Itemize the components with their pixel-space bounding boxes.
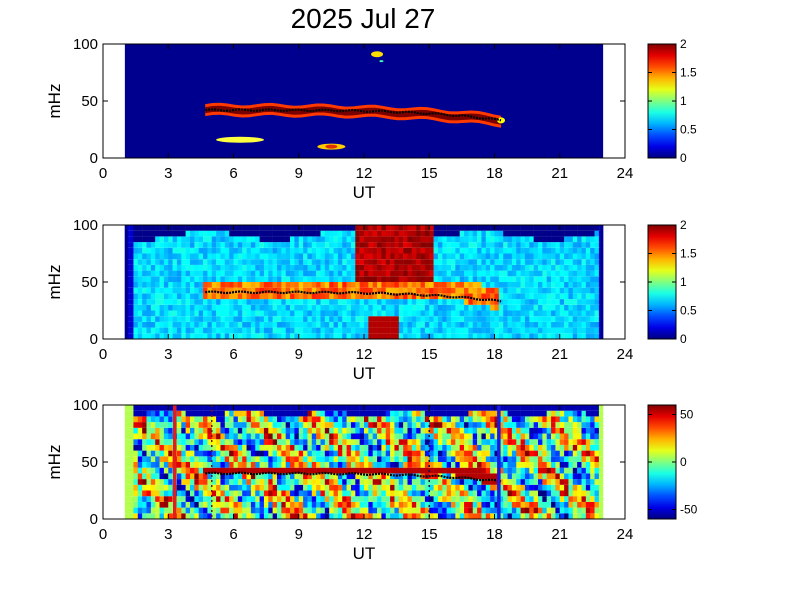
chart-title: 2025 Jul 27 <box>291 3 436 34</box>
y-tick-label: 0 <box>90 511 98 528</box>
trace-line <box>205 108 502 122</box>
colorbar-tick-label: 2 <box>680 218 687 232</box>
y-axis-label: mHz <box>45 445 64 480</box>
x-axis-label: UT <box>353 183 376 202</box>
x-tick-label: 21 <box>551 526 568 543</box>
x-tick-label: 18 <box>486 165 503 182</box>
x-axis-label: UT <box>353 544 376 563</box>
colorbar-tick-label: 1 <box>680 94 687 108</box>
x-tick-label: 12 <box>356 346 373 363</box>
x-tick-label: 3 <box>164 165 172 182</box>
colorbar <box>647 224 677 340</box>
heatmap-panel-2 <box>103 225 625 339</box>
panel-1: 0 3 6 9 12 15 18 21 24 0 50 100 UT mHz 0 0.5 1 1.5 2 <box>45 36 697 202</box>
colorbar-tick-label: 0.5 <box>680 123 697 137</box>
x-tick-label: 9 <box>295 346 303 363</box>
x-tick-label: 24 <box>617 165 634 182</box>
x-tick-label: 0 <box>99 346 107 363</box>
x-tick-label: 9 <box>295 526 303 543</box>
x-axis-label: UT <box>353 364 376 383</box>
colorbar-tick-label: 50 <box>680 408 694 422</box>
y-tick-label: 100 <box>73 397 98 414</box>
x-tick-label: 18 <box>486 346 503 363</box>
x-tick-label: 21 <box>551 346 568 363</box>
heatmap-panel-3 <box>103 405 625 519</box>
x-tick-label: 3 <box>164 346 172 363</box>
y-tick-label: 0 <box>90 150 98 167</box>
colorbar-tick-label: 1.5 <box>680 247 697 261</box>
panel-3: 0 3 6 9 12 15 18 21 24 0 50 100 UT mHz -50 0 50 <box>45 397 698 563</box>
y-tick-label: 100 <box>73 36 98 53</box>
y-tick-label: 50 <box>81 454 98 471</box>
colorbar-tick-label: 0.5 <box>680 304 697 318</box>
x-tick-label: 0 <box>99 165 107 182</box>
colorbar-tick-label: 2 <box>680 37 687 51</box>
y-axis-label: mHz <box>45 84 64 119</box>
colorbar <box>647 43 677 159</box>
colorbar <box>647 404 677 520</box>
y-tick-label: 100 <box>73 217 98 234</box>
x-tick-label: 15 <box>421 346 438 363</box>
x-tick-label: 12 <box>356 165 373 182</box>
x-tick-label: 9 <box>295 165 303 182</box>
x-tick-label: 6 <box>229 346 237 363</box>
y-tick-label: 0 <box>90 331 98 348</box>
y-tick-label: 50 <box>81 274 98 291</box>
y-axis-label: mHz <box>45 265 64 300</box>
x-tick-label: 18 <box>486 526 503 543</box>
colorbar-tick-label: 1.5 <box>680 66 697 80</box>
heatmap-panel-1 <box>103 44 625 158</box>
x-tick-label: 0 <box>99 526 107 543</box>
x-tick-label: 3 <box>164 526 172 543</box>
colorbar-tick-label: 0 <box>680 332 687 346</box>
x-tick-label: 21 <box>551 165 568 182</box>
x-tick-label: 6 <box>229 165 237 182</box>
x-tick-label: 15 <box>421 526 438 543</box>
x-tick-label: 12 <box>356 526 373 543</box>
x-tick-label: 24 <box>617 526 634 543</box>
x-tick-label: 6 <box>229 526 237 543</box>
trace-line <box>205 290 502 303</box>
x-tick-label: 24 <box>617 346 634 363</box>
colorbar-tick-label: 0 <box>680 151 687 165</box>
panel-2: 0 3 6 9 12 15 18 21 24 0 50 100 UT mHz 0 0.5 1 1.5 2 <box>45 217 697 383</box>
x-tick-label: 15 <box>421 165 438 182</box>
y-tick-label: 50 <box>81 93 98 110</box>
colorbar-tick-label: 1 <box>680 275 687 289</box>
colorbar-tick-label: 0 <box>680 455 687 469</box>
colorbar-tick-label: -50 <box>680 503 698 517</box>
trace-line <box>205 471 502 483</box>
